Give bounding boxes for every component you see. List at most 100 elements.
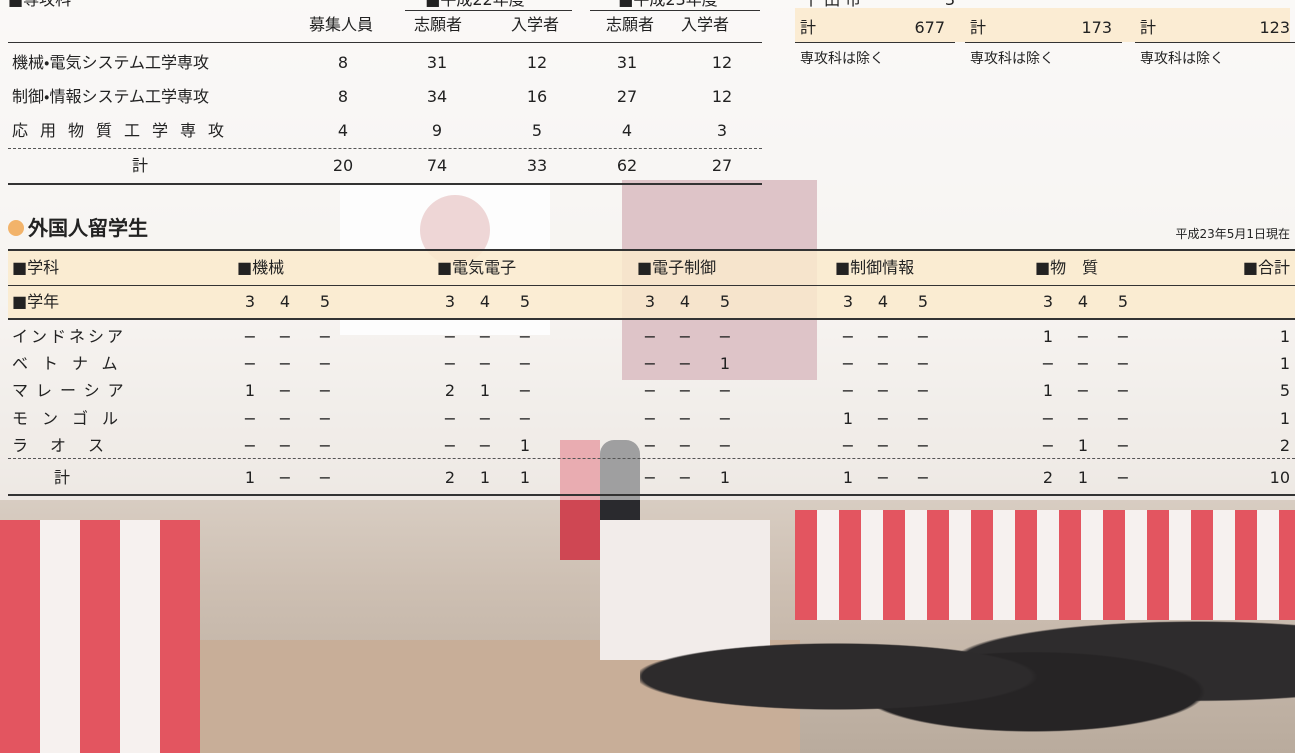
- cell: −: [318, 436, 332, 455]
- cell: 1: [1077, 468, 1089, 487]
- cell: −: [478, 436, 492, 455]
- cell: −: [678, 327, 692, 346]
- column-header: 募集人員: [308, 15, 374, 34]
- cell: −: [1076, 327, 1090, 346]
- column-header: 入学者: [510, 15, 560, 34]
- row-label: 応用物質工学専攻: [12, 121, 237, 140]
- cell: −: [243, 354, 257, 373]
- cell: −: [1076, 409, 1090, 428]
- cell: −: [916, 327, 930, 346]
- row-total: 1: [1279, 409, 1290, 428]
- cell: 12: [526, 53, 548, 72]
- row-label: インドネシア: [12, 327, 127, 346]
- dashed-rule: [8, 458, 1295, 459]
- cell: 1: [244, 381, 256, 400]
- cell: 31: [426, 53, 448, 72]
- cell: −: [876, 436, 890, 455]
- totals-band: [795, 8, 1290, 42]
- year-label: 4: [877, 292, 889, 311]
- date-note: 平成23年5月1日現在: [1175, 227, 1290, 241]
- section-heading: 外国人留学生: [28, 216, 148, 240]
- cell: −: [278, 381, 292, 400]
- cell: −: [841, 327, 855, 346]
- cell: −: [916, 409, 930, 428]
- row-label: モンゴル: [12, 409, 133, 428]
- cell: 1: [1077, 436, 1089, 455]
- rule: [795, 42, 955, 43]
- year-label: 3: [1042, 292, 1054, 311]
- cell: −: [478, 354, 492, 373]
- cell: −: [278, 327, 292, 346]
- cell: 9: [431, 121, 443, 140]
- note: 専攻科は除く: [970, 51, 1054, 67]
- row-label: 計: [131, 156, 149, 175]
- rule: [8, 285, 1295, 286]
- cell: −: [1076, 354, 1090, 373]
- cell: −: [443, 327, 457, 346]
- cell: 1: [719, 468, 731, 487]
- cell: −: [318, 468, 332, 487]
- cell: −: [916, 436, 930, 455]
- row-total: 2: [1279, 436, 1290, 455]
- cell: −: [718, 436, 732, 455]
- cell: −: [718, 327, 732, 346]
- cell: 5: [531, 121, 543, 140]
- row-label: 十 田 市: [803, 0, 861, 10]
- cell: −: [916, 468, 930, 487]
- total-value: 173: [1081, 18, 1112, 37]
- cell: −: [318, 327, 332, 346]
- column-header: ■学科: [12, 258, 60, 277]
- cell: −: [478, 327, 492, 346]
- cell: 12: [711, 53, 733, 72]
- row-label: 計: [53, 468, 71, 487]
- cell: −: [243, 436, 257, 455]
- row-total: 1: [1279, 354, 1290, 373]
- cell: 2: [444, 381, 456, 400]
- year-label: 5: [519, 292, 531, 311]
- row-label: ベトナム: [12, 354, 132, 373]
- rule: [8, 494, 1295, 496]
- rule: [8, 318, 1295, 320]
- year-label: 4: [679, 292, 691, 311]
- row-label: 制御・情報システム工学専攻: [12, 87, 209, 106]
- year-label: 3: [842, 292, 854, 311]
- cell: −: [278, 354, 292, 373]
- header-band: [8, 250, 1295, 318]
- year-label: 5: [719, 292, 731, 311]
- cell: −: [518, 327, 532, 346]
- cell: −: [718, 381, 732, 400]
- cell: 1: [519, 468, 531, 487]
- cell: −: [278, 468, 292, 487]
- note: 専攻科は除く: [1140, 51, 1224, 67]
- cell: −: [318, 354, 332, 373]
- cell: −: [318, 381, 332, 400]
- stage-curtain-left: [0, 520, 200, 753]
- cell: 8: [337, 53, 349, 72]
- total-value: 123: [1259, 18, 1290, 37]
- rule: [8, 42, 762, 43]
- cell: −: [518, 381, 532, 400]
- year-header: ■平成23年度: [618, 0, 717, 10]
- cell: 16: [526, 87, 548, 106]
- cell: 3: [716, 121, 728, 140]
- cell: −: [678, 436, 692, 455]
- cell: −: [318, 409, 332, 428]
- cell: 4: [337, 121, 349, 140]
- cell: −: [643, 409, 657, 428]
- cell: 1: [519, 436, 531, 455]
- cell: −: [678, 468, 692, 487]
- cell: 33: [526, 156, 548, 175]
- cell: −: [916, 381, 930, 400]
- year-label: 3: [244, 292, 256, 311]
- cell: −: [841, 354, 855, 373]
- cell: −: [278, 436, 292, 455]
- total-label: 計: [800, 18, 817, 37]
- cell: 1: [479, 381, 491, 400]
- cell: −: [678, 409, 692, 428]
- cell: −: [718, 409, 732, 428]
- total-value: 677: [914, 18, 945, 37]
- column-header: ■合計: [1242, 258, 1290, 277]
- cell: −: [876, 409, 890, 428]
- section-heading: ■専攻科: [8, 0, 71, 10]
